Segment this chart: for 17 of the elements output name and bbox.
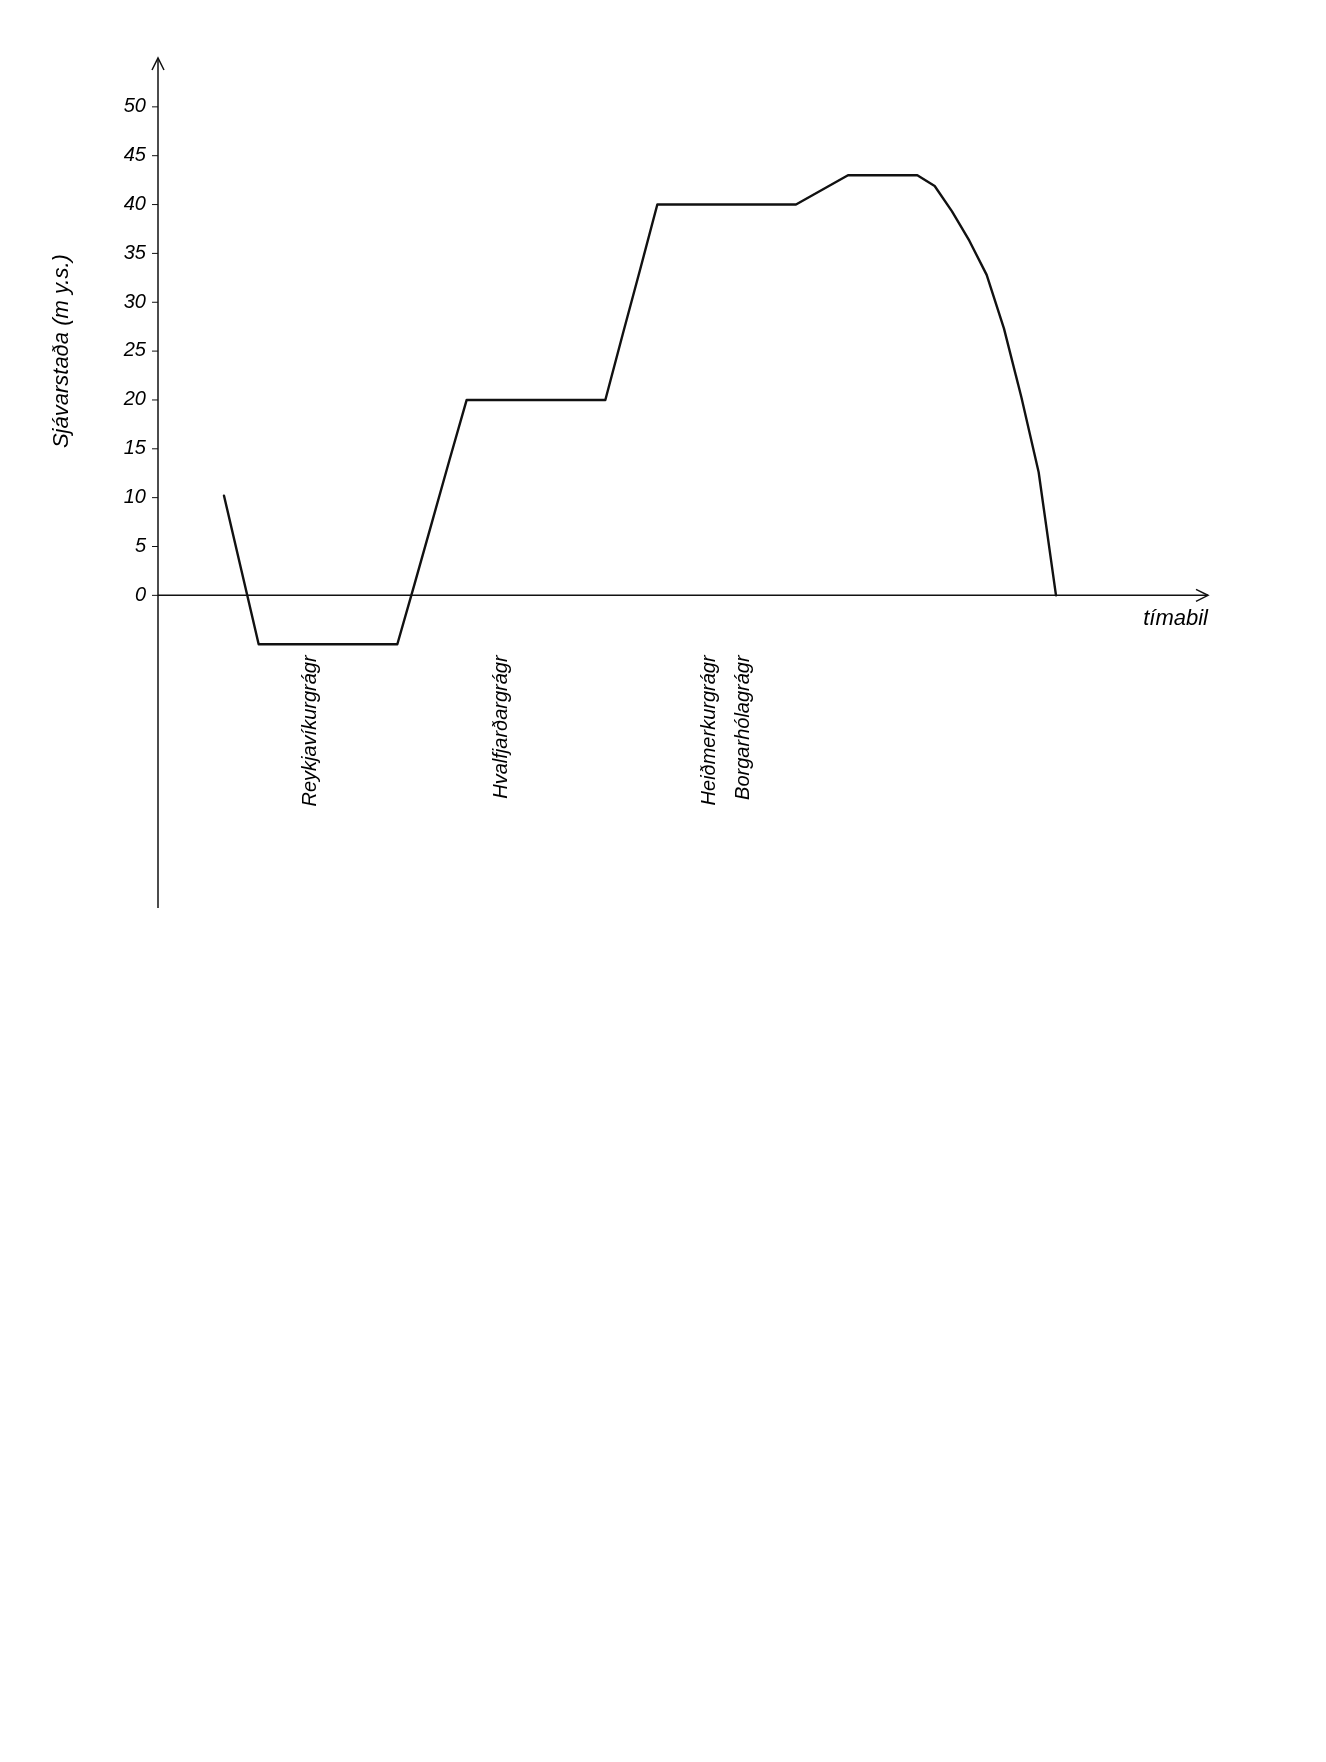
annotation: Hvalfjarðargrágr — [488, 654, 511, 799]
annotation: Heiðmerkurgrágr — [696, 654, 719, 806]
x-axis-title: tímabil — [1143, 605, 1210, 631]
y-tick-label: 15 — [123, 436, 147, 459]
y-tick-label: 20 — [122, 387, 146, 410]
y-tick-label: 45 — [123, 142, 147, 165]
y-tick-label: 25 — [122, 338, 147, 361]
y-tick-label: 35 — [123, 240, 147, 263]
y-axis-title: Sjávarstaða (m y.s.) — [48, 254, 73, 449]
y-tick-label: 40 — [123, 191, 146, 214]
y-tick-label: 30 — [123, 289, 146, 312]
y-tick-label: 0 — [134, 582, 146, 605]
annotation: Borgarhólagrágr — [731, 654, 754, 800]
y-tick-label: 10 — [123, 484, 146, 507]
y-tick-label: 50 — [123, 94, 146, 117]
annotation: Reykjavíkurgrágr — [297, 654, 320, 807]
y-tick-label: 5 — [134, 533, 147, 556]
